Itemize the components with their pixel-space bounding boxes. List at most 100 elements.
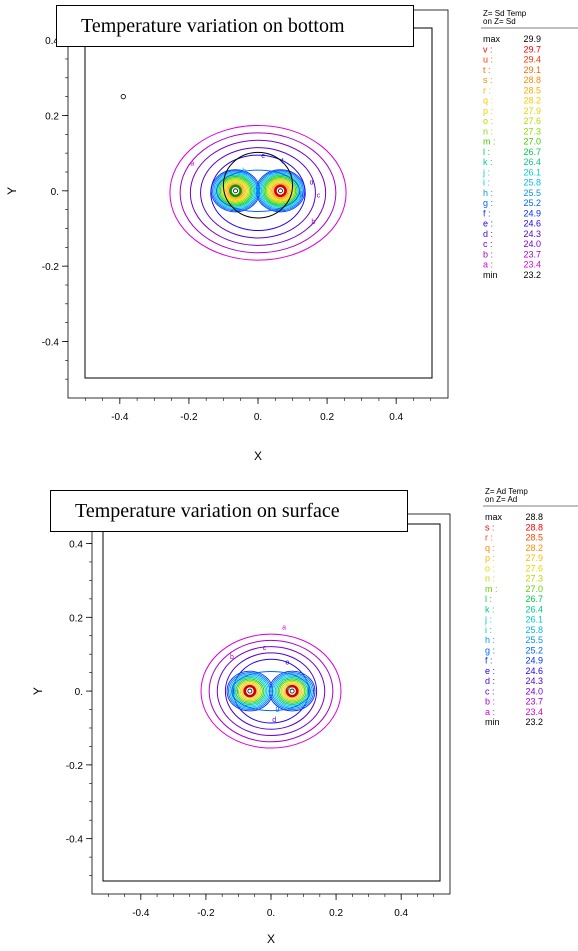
probe-marker bbox=[120, 94, 126, 100]
legend-level-label: o : bbox=[485, 563, 495, 573]
legend-level-label: h : bbox=[485, 635, 495, 645]
legend-level-label: i : bbox=[485, 625, 492, 635]
contour-line bbox=[169, 124, 347, 261]
legend-level-label: b : bbox=[485, 697, 495, 707]
legend-header: on Z= Ad bbox=[485, 495, 517, 504]
legend-level-value: 24.3 bbox=[523, 229, 541, 239]
y-tick-label: -0.4 bbox=[42, 337, 60, 348]
contour-line bbox=[264, 177, 297, 205]
contour-line bbox=[277, 678, 307, 704]
legend-level-value: 24.6 bbox=[523, 219, 541, 229]
contour-label: g bbox=[299, 191, 303, 198]
legend-level-label: c : bbox=[483, 239, 493, 249]
contour-label: b bbox=[230, 654, 234, 661]
contour-chart-bottom: -0.4 -0.2 0. 0.2 0.4 0.4 0.2 0. -0.2 -0.4 X Ya b cd e f… bbox=[5, 9, 578, 463]
legend-level-value: 23.4 bbox=[523, 260, 541, 270]
contour-line bbox=[270, 672, 314, 711]
legend-level-value: 28.8 bbox=[523, 75, 541, 85]
legend-level-value: 28.2 bbox=[525, 543, 543, 553]
legend-level-value: 29.4 bbox=[523, 55, 541, 65]
legend-level-value: 26.4 bbox=[525, 604, 543, 614]
legend-level-value: 29.1 bbox=[523, 65, 541, 75]
y-tick-label: 0. bbox=[75, 687, 83, 698]
boundary-loop bbox=[222, 151, 294, 219]
legend-level-label: c : bbox=[485, 686, 495, 696]
legend-level-label: q : bbox=[485, 543, 495, 553]
contour-label: g bbox=[276, 706, 280, 713]
contour-line bbox=[266, 178, 295, 204]
contour-line bbox=[231, 671, 311, 712]
legend-level-label: l : bbox=[485, 594, 492, 604]
legend-level-value: 24.9 bbox=[523, 208, 541, 218]
contour-line bbox=[271, 673, 313, 709]
contour-line bbox=[222, 179, 249, 203]
plot-frame bbox=[91, 513, 451, 895]
legend-level-label: n : bbox=[485, 574, 495, 584]
contour-line bbox=[236, 679, 263, 703]
legend-level-label: d : bbox=[483, 229, 493, 239]
contour-line bbox=[271, 182, 290, 199]
contour-line bbox=[210, 154, 306, 232]
contour-label: e bbox=[285, 660, 289, 667]
contour-label: d bbox=[310, 179, 314, 186]
y-tick-label: 0.2 bbox=[45, 111, 59, 122]
legend-level-value: 28.5 bbox=[523, 85, 541, 95]
contour-line bbox=[200, 633, 342, 749]
contour-line bbox=[262, 174, 299, 207]
contour-lines bbox=[200, 633, 342, 749]
contour-line bbox=[224, 652, 318, 730]
contour-label: c bbox=[263, 645, 267, 652]
legend-level-value: 25.5 bbox=[525, 635, 543, 645]
legend-level-label: e : bbox=[483, 219, 493, 229]
legend-level-value: 26.4 bbox=[523, 157, 541, 167]
contour-line bbox=[263, 175, 298, 206]
legend-level-value: 23.4 bbox=[525, 707, 543, 717]
contour-line bbox=[179, 132, 337, 254]
heat-source-core bbox=[233, 188, 238, 194]
legend-level-value: 28.8 bbox=[525, 522, 543, 532]
legend-level-value: 24.3 bbox=[525, 676, 543, 686]
x-tick-label: 0. bbox=[254, 412, 262, 423]
legend-level-value: 27.0 bbox=[525, 584, 543, 594]
legend-level-label: l : bbox=[483, 147, 490, 157]
x-tick-label: 0.2 bbox=[329, 908, 343, 919]
legend-level-label: p : bbox=[483, 106, 493, 116]
legend-level-label: h : bbox=[483, 188, 493, 198]
contour-line bbox=[227, 183, 244, 198]
contour-line bbox=[282, 682, 303, 700]
legend-level-label: max bbox=[483, 34, 501, 44]
legend-level-value: 27.3 bbox=[523, 126, 541, 136]
contour-label: h bbox=[242, 168, 246, 175]
contour-line bbox=[239, 682, 260, 700]
x-tick-label: 0.4 bbox=[389, 412, 403, 423]
contour-chart-surface: -0.4 -0.2 0. 0.2 0.40.40.20.-0.2-0.4XYabcegd… bbox=[31, 487, 578, 946]
heat-source-core bbox=[247, 688, 253, 694]
x-axis-title: X bbox=[254, 449, 262, 463]
x-tick-label: -0.4 bbox=[111, 412, 129, 423]
contour-line bbox=[225, 181, 247, 201]
contour-line bbox=[217, 174, 254, 207]
contour-line bbox=[279, 679, 306, 703]
x-tick-label: -0.2 bbox=[197, 908, 215, 919]
legend-level-label: g : bbox=[485, 645, 495, 655]
contour-label: e bbox=[261, 153, 265, 160]
contour-line bbox=[218, 175, 253, 206]
legend-level-label: n : bbox=[483, 126, 493, 136]
legend-level-label: max bbox=[485, 512, 503, 522]
legend-level-label: s : bbox=[485, 522, 495, 532]
legend-level-label: a : bbox=[483, 260, 493, 270]
legend-level-value: 26.1 bbox=[525, 615, 543, 625]
legend-level-label: r : bbox=[483, 85, 491, 95]
contour-label: h bbox=[235, 689, 239, 696]
contour-line bbox=[189, 139, 327, 246]
legend-level-label: f : bbox=[483, 208, 491, 218]
legend-header: Z= Ad Temp bbox=[485, 487, 528, 496]
contour-line bbox=[208, 639, 334, 743]
legend-level-label: o : bbox=[483, 116, 493, 126]
legend-level-label: t : bbox=[483, 65, 491, 75]
chart-title: Temperature variation on surface bbox=[50, 490, 408, 532]
x-tick-label: 0.2 bbox=[320, 412, 334, 423]
legend-level-value: 29.7 bbox=[523, 44, 541, 54]
